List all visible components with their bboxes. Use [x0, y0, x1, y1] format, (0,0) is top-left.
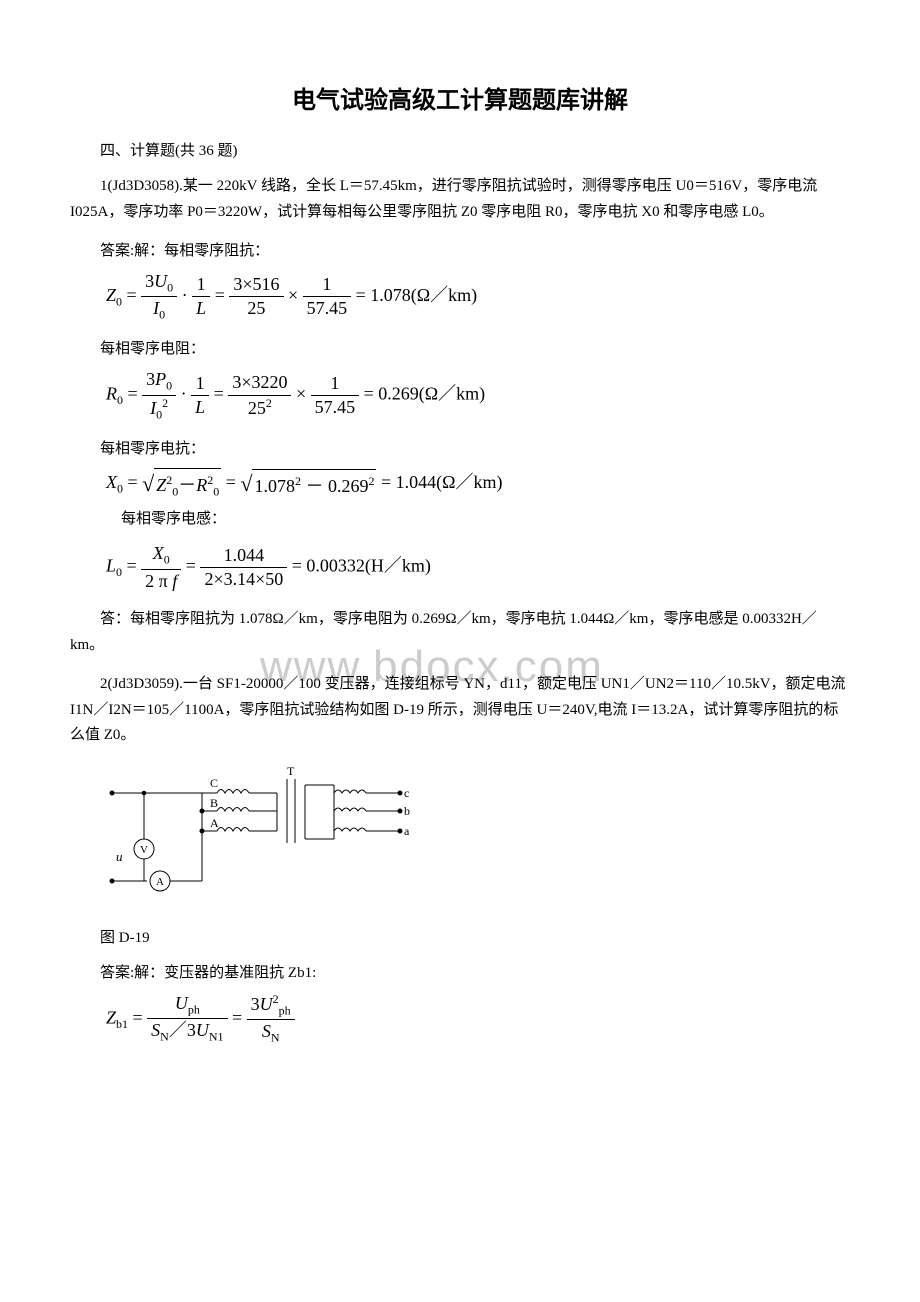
svg-text:c: c	[404, 786, 409, 800]
r0-label: 每相零序电阻：	[70, 337, 850, 358]
r0-formula: R0 = 3P0 I02 · 1 L = 3×3220 252 × 1 57.4…	[70, 368, 850, 422]
page-title: 电气试验高级工计算题题库讲解	[70, 80, 850, 115]
l0-formula: L0 = X0 2 π f = 1.044 2×3.14×50 = 0.0033…	[70, 542, 850, 593]
svg-text:A: A	[156, 876, 164, 888]
section-header: 四、计算题(共 36 题)	[70, 139, 850, 160]
svg-text:V: V	[140, 844, 148, 856]
svg-text:T: T	[287, 764, 295, 778]
circuit-diagram: u V A C	[102, 763, 850, 918]
problem-2-answer-intro: 答案:解：变压器的基准阻抗 Zb1:	[70, 961, 850, 982]
problem-1-answer-intro: 答案:解：每相零序阻抗：	[70, 239, 850, 260]
document-content: 电气试验高级工计算题题库讲解 四、计算题(共 36 题) 1(Jd3D3058)…	[70, 80, 850, 1046]
svg-text:b: b	[404, 804, 410, 818]
svg-text:A: A	[210, 816, 219, 830]
z0-formula: Z0 = 3U0 I0 · 1 L = 3×516 25 × 1 57.45 =…	[70, 270, 850, 323]
svg-text:C: C	[210, 776, 218, 790]
svg-text:B: B	[210, 796, 218, 810]
x0-formula: X0 = √Z20－R20 = √1.0782 － 0.2692 = 1.044…	[70, 468, 850, 529]
x0-label: 每相零序电抗：	[70, 437, 850, 458]
zb1-formula: Zb1 = Uph SN／3UN1 = 3U2ph SN	[70, 992, 850, 1046]
svg-text:a: a	[404, 824, 410, 838]
problem-2-text: 2(Jd3D3059).一台 SF1-20000／100 变压器，连接组标号 Y…	[70, 672, 850, 749]
problem-1-final-answer: 答：每相零序阻抗为 1.078Ω／km，零序电阻为 0.269Ω／km，零序电抗…	[70, 607, 850, 658]
problem-1-text: 1(Jd3D3058).某一 220kV 线路，全长 L＝57.45km，进行零…	[70, 174, 850, 225]
l0-label-inline: 每相零序电感：	[121, 507, 226, 528]
svg-text:u: u	[116, 849, 123, 864]
figure-label: 图 D-19	[70, 926, 850, 947]
